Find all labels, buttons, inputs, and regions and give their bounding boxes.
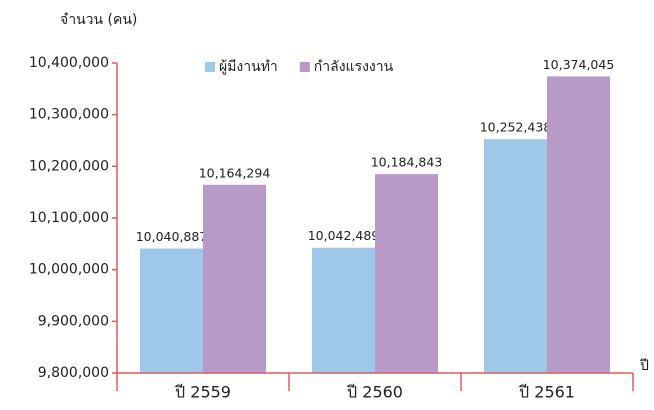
value-label: 10,164,294 [199, 165, 271, 180]
y-tick-label: 9,900,000 [38, 313, 109, 329]
y-tick-label: 10,200,000 [29, 158, 109, 174]
legend-swatch [205, 62, 215, 72]
value-label: 10,184,843 [371, 155, 443, 170]
bar [375, 174, 438, 373]
bar [484, 139, 547, 373]
y-tick-label: 9,800,000 [38, 365, 109, 381]
y-tick-label: 10,400,000 [29, 55, 109, 71]
legend-label: กำลังแรงงาน [314, 59, 394, 75]
bar [312, 247, 375, 373]
x-tick-label: ปี 2559 [175, 383, 231, 402]
value-label: 10,252,438 [480, 120, 552, 135]
bar [203, 184, 266, 373]
value-label: 10,040,887 [136, 229, 208, 244]
legend-swatch [299, 62, 310, 72]
x-tick-label: ปี 2561 [519, 383, 575, 402]
x-tick-label: ปี 2560 [347, 383, 403, 402]
bar [140, 248, 203, 373]
y-axis-label: จำนวน (คน) [60, 12, 137, 28]
legend-label: ผู้มีงานทำ [219, 59, 278, 75]
y-tick-label: 10,000,000 [29, 262, 109, 278]
x-axis-label: ปี [640, 358, 649, 374]
y-tick-label: 10,100,000 [29, 210, 109, 226]
value-label: 10,374,045 [543, 57, 615, 72]
y-tick-label: 10,300,000 [29, 107, 109, 123]
value-label: 10,042,489 [308, 228, 380, 243]
bar [547, 76, 610, 373]
